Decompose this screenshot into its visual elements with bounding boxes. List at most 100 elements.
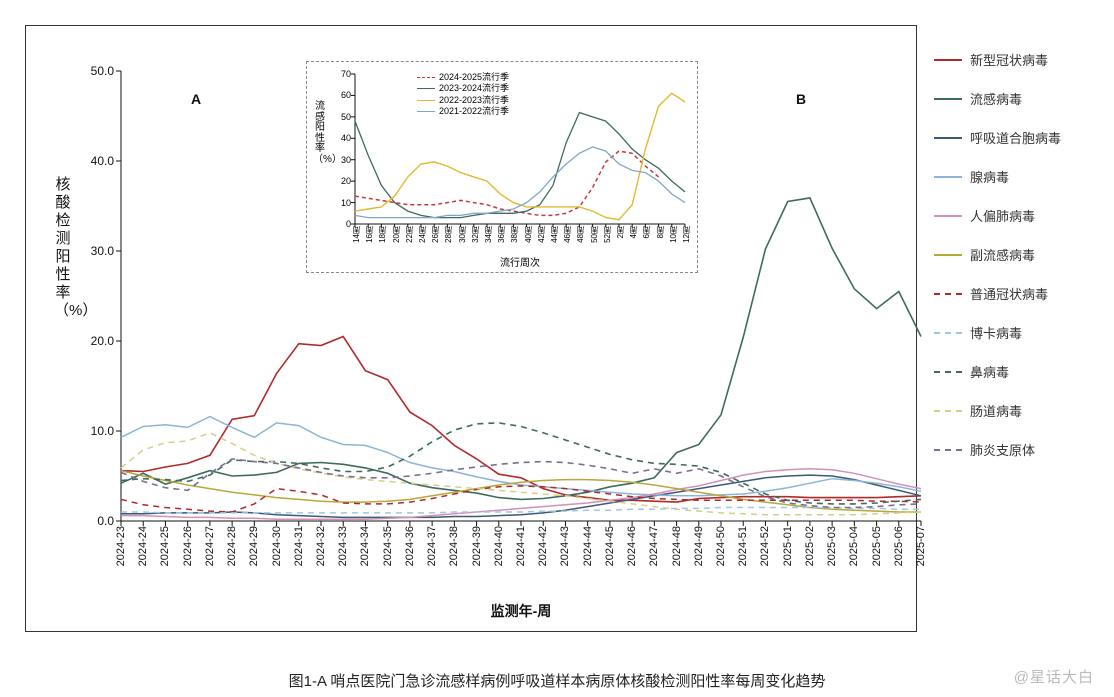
inset-x-tick-label: 10周: [668, 226, 678, 243]
inset-x-axis-label: 流行周次: [355, 254, 685, 269]
panel-label-B: B: [796, 91, 806, 107]
x-tick-label: 2024-45: [604, 526, 618, 566]
inset-x-tick-label: 24周: [417, 226, 427, 243]
legend-item: 副流感病毒: [934, 245, 1094, 264]
y-tick-label: 30.0: [74, 244, 114, 258]
x-tick-label: 2024-43: [559, 526, 573, 566]
inset-legend-label: 2022-2023流行季: [439, 95, 509, 106]
legend-item: 普通冠状病毒: [934, 284, 1094, 303]
x-tick-label: 2024-27: [204, 526, 218, 566]
watermark: @星话大白: [1014, 666, 1094, 687]
x-tick-label: 2024-44: [582, 526, 596, 566]
legend-item: 博卡病毒: [934, 323, 1094, 342]
main-y-axis-label: 核酸检测阳性率（%）: [54, 176, 72, 320]
legend-swatch: [934, 410, 962, 412]
inset-x-tick-label: 46周: [562, 226, 572, 243]
inset-x-tick-label: 36周: [496, 226, 506, 243]
inset-y-tick-label: 70: [329, 69, 351, 79]
legend-label: 流感病毒: [970, 89, 1022, 108]
inset-x-tick-label: 48周: [575, 226, 585, 243]
x-tick-label: 2025-03: [826, 526, 840, 566]
inset-x-tick-label: 4周: [628, 226, 638, 238]
x-tick-label: 2024-48: [671, 526, 685, 566]
x-tick-label: 2024-38: [448, 526, 462, 566]
main-x-axis-label: 监测年-周: [121, 601, 921, 621]
x-tick-label: 2025-04: [848, 526, 862, 566]
x-tick-label: 2024-42: [537, 526, 551, 566]
inset-x-tick-label: 52周: [602, 226, 612, 243]
legend-label: 副流感病毒: [970, 245, 1035, 264]
x-tick-label: 2024-31: [293, 526, 307, 566]
inset-x-tick-label: 40周: [523, 226, 533, 243]
figure-caption: 图1-A 哨点医院门急诊流感样病例呼吸道样本病原体核酸检测阳性率每周变化趋势: [0, 670, 1114, 691]
legend-item: 肺炎支原体: [934, 440, 1094, 459]
x-tick-label: 2025-06: [893, 526, 907, 566]
x-tick-label: 2024-46: [626, 526, 640, 566]
legend-swatch: [934, 98, 962, 100]
x-tick-label: 2024-24: [137, 526, 151, 566]
inset-chart-frame: 流感阳性率（%） 流行周次 010203040506070 14周16周18周2…: [306, 61, 698, 273]
x-tick-label: 2024-32: [315, 526, 329, 566]
x-tick-label: 2024-26: [182, 526, 196, 566]
x-tick-label: 2024-28: [226, 526, 240, 566]
legend-label: 鼻病毒: [970, 362, 1009, 381]
x-tick-label: 2024-40: [493, 526, 507, 566]
inset-y-axis-label: 流感阳性率（%）: [313, 102, 327, 165]
inset-y-tick-label: 0: [329, 219, 351, 229]
series-line: [121, 433, 921, 515]
series-line: [121, 337, 921, 503]
inset-x-tick-label: 16周: [364, 226, 374, 243]
x-tick-label: 2024-34: [359, 526, 373, 566]
series-line: [121, 459, 921, 508]
x-tick-label: 2024-47: [648, 526, 662, 566]
y-tick-label: 20.0: [74, 334, 114, 348]
x-tick-label: 2025-01: [782, 526, 796, 566]
inset-series-line: [355, 113, 685, 218]
inset-y-tick-label: 60: [329, 90, 351, 100]
y-tick-label: 50.0: [74, 64, 114, 78]
inset-legend-swatch: [417, 100, 435, 101]
y-tick-label: 40.0: [74, 154, 114, 168]
legend-item: 流感病毒: [934, 89, 1094, 108]
legend-swatch: [934, 293, 962, 295]
legend-label: 博卡病毒: [970, 323, 1022, 342]
legend-label: 肠道病毒: [970, 401, 1022, 420]
inset-y-tick-label: 50: [329, 112, 351, 122]
inset-x-tick-label: 8周: [655, 226, 665, 238]
inset-x-tick-label: 42周: [536, 226, 546, 243]
legend-swatch: [934, 254, 962, 256]
inset-x-tick-label: 6周: [641, 226, 651, 238]
inset-legend-item: 2022-2023流行季: [417, 95, 509, 106]
x-tick-label: 2024-33: [337, 526, 351, 566]
y-tick-label: 0.0: [74, 514, 114, 528]
legend-swatch: [934, 215, 962, 217]
legend-label: 人偏肺病毒: [970, 206, 1035, 225]
legend-swatch: [934, 59, 962, 61]
inset-legend-label: 2023-2024流行季: [439, 83, 509, 94]
inset-y-tick-label: 10: [329, 198, 351, 208]
x-tick-label: 2025-05: [871, 526, 885, 566]
x-tick-label: 2024-52: [759, 526, 773, 566]
x-tick-label: 2024-50: [715, 526, 729, 566]
legend-item: 新型冠状病毒: [934, 50, 1094, 69]
x-tick-label: 2024-39: [471, 526, 485, 566]
x-tick-label: 2024-41: [515, 526, 529, 566]
inset-x-tick-label: 30周: [457, 226, 467, 243]
x-tick-label: 2024-49: [693, 526, 707, 566]
inset-x-tick-label: 20周: [391, 226, 401, 243]
x-tick-label: 2024-29: [248, 526, 262, 566]
legend-swatch: [934, 137, 962, 139]
inset-x-tick-label: 22周: [404, 226, 414, 243]
x-tick-label: 2024-30: [271, 526, 285, 566]
series-line: [121, 417, 921, 496]
main-legend: 新型冠状病毒流感病毒呼吸道合胞病毒腺病毒人偏肺病毒副流感病毒普通冠状病毒博卡病毒…: [934, 50, 1094, 479]
x-tick-label: 2024-23: [115, 526, 129, 566]
inset-y-tick-label: 30: [329, 155, 351, 165]
series-line: [121, 423, 921, 504]
inset-legend-item: 2021-2022流行季: [417, 106, 509, 117]
inset-x-tick-label: 18周: [377, 226, 387, 243]
inset-x-tick-label: 2周: [615, 226, 625, 238]
inset-legend-swatch: [417, 88, 435, 89]
legend-swatch: [934, 371, 962, 373]
x-tick-label: 2024-36: [404, 526, 418, 566]
